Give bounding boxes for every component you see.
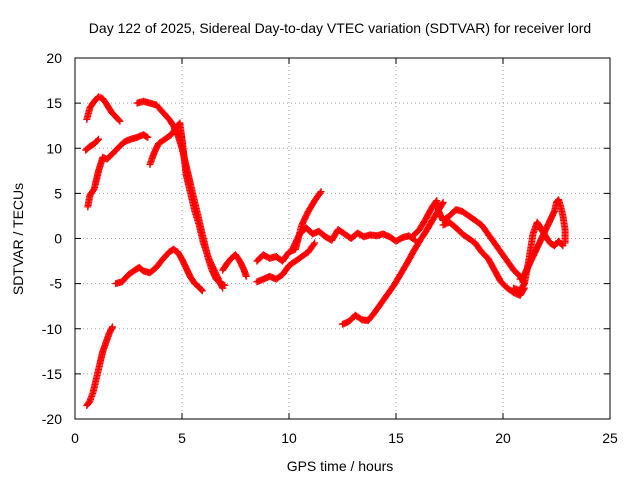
data-point <box>219 284 227 292</box>
plot-frame <box>74 57 611 420</box>
data-point <box>558 241 566 249</box>
y-tick-label: -5 <box>50 276 63 292</box>
data-point <box>108 324 116 332</box>
data-point <box>310 240 318 248</box>
x-axis-label: GPS time / hours <box>287 458 394 474</box>
x-tick-label: 15 <box>388 430 404 446</box>
data-point <box>218 283 226 291</box>
y-tick-label: 20 <box>46 50 62 66</box>
series-arc-n <box>439 218 528 299</box>
data-point <box>115 116 123 124</box>
data-point <box>559 242 567 250</box>
x-tick-label: 0 <box>71 430 79 446</box>
series-arc-i <box>253 239 319 286</box>
y-axis-label: SDTVAR / TECUs <box>10 183 26 295</box>
x-tick-label: 20 <box>495 430 511 446</box>
series-arc-f <box>112 245 206 295</box>
series-arc-l <box>339 198 447 328</box>
y-tick-labels: -20 -15 -10 -5 0 5 10 15 20 <box>42 50 62 427</box>
y-tick-label: -15 <box>42 366 62 382</box>
data-point <box>144 133 152 141</box>
series-arc-b <box>82 135 102 154</box>
data-point <box>242 272 250 280</box>
x-tick-label: 25 <box>602 430 618 446</box>
data-point <box>109 323 116 331</box>
series-arc-p <box>510 218 567 295</box>
series-arc-m <box>409 197 528 288</box>
series-arc-k <box>289 224 419 251</box>
series-arc-a <box>83 93 124 125</box>
x-tick-label: 5 <box>178 430 186 446</box>
y-tick-label: 15 <box>46 95 62 111</box>
data-point <box>198 286 205 294</box>
data-point <box>311 239 319 247</box>
chart-title: Day 122 of 2025, Sidereal Day-to-day VTE… <box>89 20 591 36</box>
series-arc-h <box>83 323 116 409</box>
y-tick-label: 0 <box>54 231 62 247</box>
data-points <box>82 93 569 409</box>
data-point <box>116 117 124 125</box>
data-point <box>317 188 325 196</box>
data-point <box>95 135 102 143</box>
data-point <box>94 136 101 144</box>
x-tick-labels: 0 5 10 15 20 25 <box>71 430 618 446</box>
y-tick-label: 10 <box>46 140 62 156</box>
y-tick-label: 5 <box>54 185 62 201</box>
series-arc-c <box>84 131 152 211</box>
x-tick-label: 10 <box>281 430 297 446</box>
data-point <box>316 189 324 197</box>
y-tick-label: -10 <box>42 321 62 337</box>
series-arc-g <box>219 251 250 280</box>
y-axis-label-group: SDTVAR / TECUs <box>10 183 26 295</box>
y-tick-label: -20 <box>42 411 62 427</box>
data-point <box>143 133 151 141</box>
data-point <box>439 198 447 206</box>
data-point <box>198 287 206 295</box>
series-arc-e <box>146 119 227 292</box>
